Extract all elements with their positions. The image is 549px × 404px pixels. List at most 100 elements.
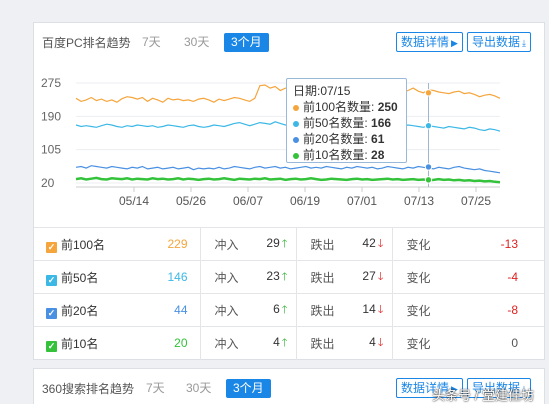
checkbox-checked-icon[interactable]: ✓ [46, 241, 57, 253]
y-tick-label: 275 [41, 76, 61, 90]
drop-value: 4 [369, 334, 376, 349]
x-tick-label: 06/19 [290, 194, 320, 208]
drop-label: 跌出 [296, 326, 340, 360]
download-icon: ⤓ [522, 38, 526, 48]
change-label: 变化 [392, 293, 452, 327]
rise-label: 冲入 [200, 293, 244, 327]
change-label: 变化 [392, 227, 452, 261]
table-row: ✓ 前10名 20 冲入 4 🡑 跌出 4 🡓 变化 0 [34, 326, 544, 360]
change-value: 0 [452, 326, 544, 360]
row-name-cell[interactable]: ✓ 前50名 [34, 260, 134, 294]
drop-value-cell: 14 🡓 [340, 293, 393, 327]
panel-header: 百度PC排名趋势 7天 30天 3个月 数据详情 ▶ 导出数据 ⤓ [34, 23, 544, 61]
tooltip-value: 166 [371, 116, 392, 130]
export-data-button[interactable]: 导出数据 ⤓ [467, 378, 531, 398]
arrow-up-icon: 🡑 [281, 237, 288, 250]
chevron-right-icon: ▶ [451, 38, 458, 48]
export-data-label: 导出数据 [472, 381, 521, 395]
arrow-down-icon: 🡓 [377, 270, 384, 283]
checkbox-checked-icon[interactable]: ✓ [46, 340, 57, 352]
export-data-button[interactable]: 导出数据 ⤓ [467, 32, 531, 52]
series-dot-icon [293, 152, 299, 159]
download-icon: ⤓ [522, 384, 526, 394]
chart-tooltip: 日期:07/15 前100名数量: 250 前50名数量: 166 前20名数量… [286, 78, 407, 163]
tab-3months[interactable]: 3个月 [224, 33, 269, 52]
drop-value-cell: 4 🡓 [340, 326, 393, 360]
arrow-up-icon: 🡑 [281, 270, 288, 283]
x-tick-label: 05/26 [176, 194, 206, 208]
row-name: 前10名 [61, 336, 99, 351]
drop-value: 14 [362, 301, 376, 316]
series-dot-icon [293, 136, 299, 143]
data-details-label: 数据详情 [401, 381, 450, 395]
tooltip-date: 日期:07/15 [293, 84, 351, 98]
table-row: ✓ 前100名 229 冲入 29 🡑 跌出 42 🡓 变化 -13 [34, 227, 544, 261]
tooltip-value: 250 [377, 100, 398, 114]
panel-title: 360搜索排名趋势 [42, 382, 135, 396]
row-name-cell[interactable]: ✓ 前100名 [34, 227, 134, 261]
ranking-stats-table: ✓ 前100名 229 冲入 29 🡑 跌出 42 🡓 变化 -13 ✓ 前50名 14… [34, 227, 544, 360]
tab-7days[interactable]: 7天 [146, 381, 165, 395]
rise-label: 冲入 [200, 227, 244, 261]
x-tick-label: 07/25 [461, 194, 491, 208]
data-details-label: 数据详情 [401, 35, 450, 49]
x-tick-label: 07/13 [404, 194, 434, 208]
rise-value-cell: 23 🡑 [244, 260, 297, 294]
row-value: 229 [134, 227, 201, 261]
data-details-button[interactable]: 数据详情 ▶ [396, 32, 463, 52]
change-value: -8 [452, 293, 544, 327]
change-label: 变化 [392, 260, 452, 294]
row-name-cell[interactable]: ✓ 前10名 [34, 326, 134, 360]
highlight-point [424, 89, 433, 97]
row-name-cell[interactable]: ✓ 前20名 [34, 293, 134, 327]
data-details-button[interactable]: 数据详情 ▶ [396, 378, 463, 398]
rise-value-cell: 4 🡑 [244, 326, 297, 360]
row-value: 44 [134, 293, 201, 327]
series-line [75, 165, 501, 174]
drop-value: 42 [362, 235, 376, 250]
checkbox-checked-icon[interactable]: ✓ [46, 274, 57, 286]
panel-title: 百度PC排名趋势 [42, 36, 131, 50]
rise-value: 23 [266, 268, 280, 283]
tab-30days[interactable]: 30天 [186, 381, 212, 395]
tab-3months[interactable]: 3个月 [226, 379, 271, 398]
highlight-point [424, 163, 433, 171]
tooltip-row: 前100名数量: 250 [293, 99, 400, 115]
y-tick-label: 20 [41, 176, 55, 190]
tooltip-row: 前50名数量: 166 [293, 115, 400, 131]
row-value: 20 [134, 326, 201, 360]
change-value: -4 [452, 260, 544, 294]
row-name: 前50名 [61, 270, 99, 285]
tooltip-row: 前20名数量: 61 [293, 131, 400, 147]
arrow-down-icon: 🡓 [377, 303, 384, 316]
series-dot-icon [293, 120, 299, 127]
checkbox-checked-icon[interactable]: ✓ [46, 307, 57, 319]
tooltip-label: 前50名数量: [303, 116, 368, 130]
row-name: 前100名 [61, 237, 106, 252]
watermark: 头条号 / 堂建佳坊 [432, 388, 534, 403]
chevron-right-icon: ▶ [451, 384, 458, 394]
highlight-point [424, 122, 433, 130]
series-dot-icon [293, 104, 299, 111]
drop-label: 跌出 [296, 227, 340, 261]
drop-label: 跌出 [296, 260, 340, 294]
rise-label: 冲入 [200, 260, 244, 294]
x-tick-label: 06/07 [233, 194, 263, 208]
export-data-label: 导出数据 [472, 35, 521, 49]
y-tick-label: 105 [41, 143, 61, 157]
rise-value: 4 [273, 334, 280, 349]
drop-value-cell: 27 🡓 [340, 260, 393, 294]
tooltip-value: 28 [371, 148, 385, 162]
360-search-trend-panel: 360搜索排名趋势 7天 30天 3个月 数据详情 ▶ 导出数据 ⤓ 头条号 / 堂… [33, 368, 545, 404]
y-tick-label: 190 [41, 109, 61, 123]
tab-30days[interactable]: 30天 [184, 35, 210, 49]
drop-value: 27 [362, 268, 376, 283]
tab-7days[interactable]: 7天 [142, 35, 161, 49]
drop-label: 跌出 [296, 293, 340, 327]
change-value: -13 [452, 227, 544, 261]
highlight-point [424, 176, 433, 184]
tooltip-label: 前100名数量: [303, 100, 375, 114]
arrow-down-icon: 🡓 [377, 336, 384, 349]
table-row: ✓ 前20名 44 冲入 6 🡑 跌出 14 🡓 变化 -8 [34, 293, 544, 327]
tooltip-value: 61 [371, 132, 385, 146]
